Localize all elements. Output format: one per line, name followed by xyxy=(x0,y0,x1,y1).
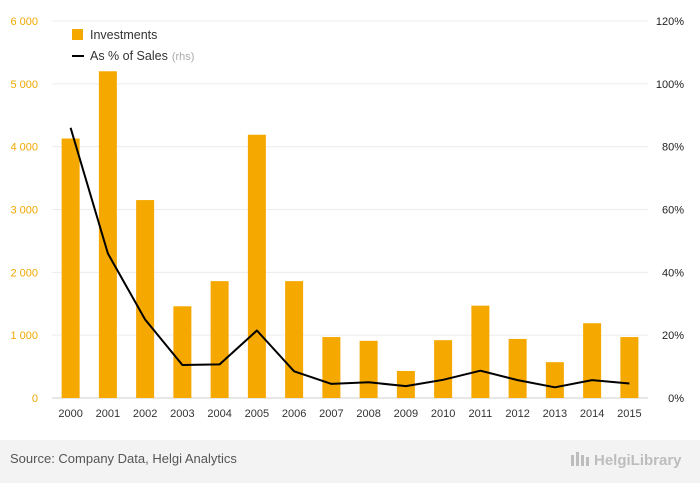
legend-label-sales-share-text: As % of Sales xyxy=(90,49,168,63)
bar-2000 xyxy=(61,138,80,398)
right-tick-label: 0% xyxy=(668,393,684,405)
bar-2004 xyxy=(210,281,229,398)
x-tick-label-2012: 2012 xyxy=(505,408,529,420)
source-note: Source: Company Data, Helgi Analytics xyxy=(10,451,237,466)
left-tick-label: 6 000 xyxy=(10,16,38,28)
right-tick-label: 100% xyxy=(656,79,684,91)
right-tick-label: 120% xyxy=(656,16,684,28)
left-tick-label: 3 000 xyxy=(10,205,38,217)
library-icon xyxy=(571,452,589,466)
legend-label-sales-share: As % of Sales (rhs) xyxy=(90,49,194,63)
footer: Source: Company Data, Helgi Analytics He… xyxy=(0,440,700,483)
x-tick-label-2010: 2010 xyxy=(431,408,455,420)
bar-2008 xyxy=(359,340,378,398)
x-tick-label-2002: 2002 xyxy=(133,408,157,420)
bar-2012 xyxy=(508,338,527,398)
brand-name: HelgiLibrary xyxy=(594,452,682,469)
bar-2014 xyxy=(583,323,602,398)
sales-share-line xyxy=(69,127,630,389)
right-tick-label: 40% xyxy=(662,267,684,279)
right-tick-label: 20% xyxy=(662,330,684,342)
bar-2010 xyxy=(434,340,453,398)
x-axis-ticks: 2000 2001 2002 2003 2004 2005 2006 2007 2008 2009… xyxy=(58,408,641,420)
right-axis-ticks: 0% 20% 40% 60% 80% 100% 120% xyxy=(656,16,684,405)
x-tick-label-2009: 2009 xyxy=(394,408,418,420)
x-tick-label-2001: 2001 xyxy=(96,408,120,420)
left-axis-ticks: 0 1 000 2 000 3 000 4 000 5 000 6 000 xyxy=(10,16,38,405)
bar-2013 xyxy=(545,362,564,398)
right-tick-label: 80% xyxy=(662,142,684,154)
left-tick-label: 5 000 xyxy=(10,79,38,91)
left-tick-label: 4 000 xyxy=(10,142,38,154)
x-tick-label-2011: 2011 xyxy=(469,408,493,420)
bar-2011 xyxy=(471,305,490,398)
left-tick-label: 1 000 xyxy=(10,330,38,342)
bar-2009 xyxy=(396,370,415,398)
bar-2007 xyxy=(322,337,341,398)
x-tick-label-2003: 2003 xyxy=(170,408,194,420)
x-tick-label-2005: 2005 xyxy=(245,408,269,420)
x-tick-label-2008: 2008 xyxy=(356,408,380,420)
bar-2003 xyxy=(173,306,192,398)
x-tick-label-2007: 2007 xyxy=(319,408,343,420)
right-tick-label: 60% xyxy=(662,205,684,217)
x-tick-label-2004: 2004 xyxy=(207,408,231,420)
x-tick-label-2006: 2006 xyxy=(282,408,306,420)
x-tick-label-2014: 2014 xyxy=(580,408,604,420)
x-tick-label-2000: 2000 xyxy=(58,408,82,420)
left-tick-label: 0 xyxy=(32,393,38,405)
bar-2002 xyxy=(136,200,155,398)
x-tick-label-2015: 2015 xyxy=(617,408,641,420)
bar-2001 xyxy=(98,71,117,399)
bar-2015 xyxy=(620,337,639,398)
line-as-pct-of-sales xyxy=(69,127,630,389)
bar-2006 xyxy=(285,281,304,398)
x-tick-label-2013: 2013 xyxy=(543,408,567,420)
legend-label-investments: Investments xyxy=(90,28,157,42)
legend-swatch-investments xyxy=(72,29,83,40)
brand-logo: HelgiLibrary xyxy=(571,452,682,469)
left-tick-label: 2 000 xyxy=(10,267,38,279)
legend-label-rhs: (rhs) xyxy=(172,51,195,63)
investment-bars xyxy=(61,71,639,399)
legend: Investments As % of Sales (rhs) xyxy=(72,28,194,63)
bar-2005 xyxy=(247,134,266,398)
